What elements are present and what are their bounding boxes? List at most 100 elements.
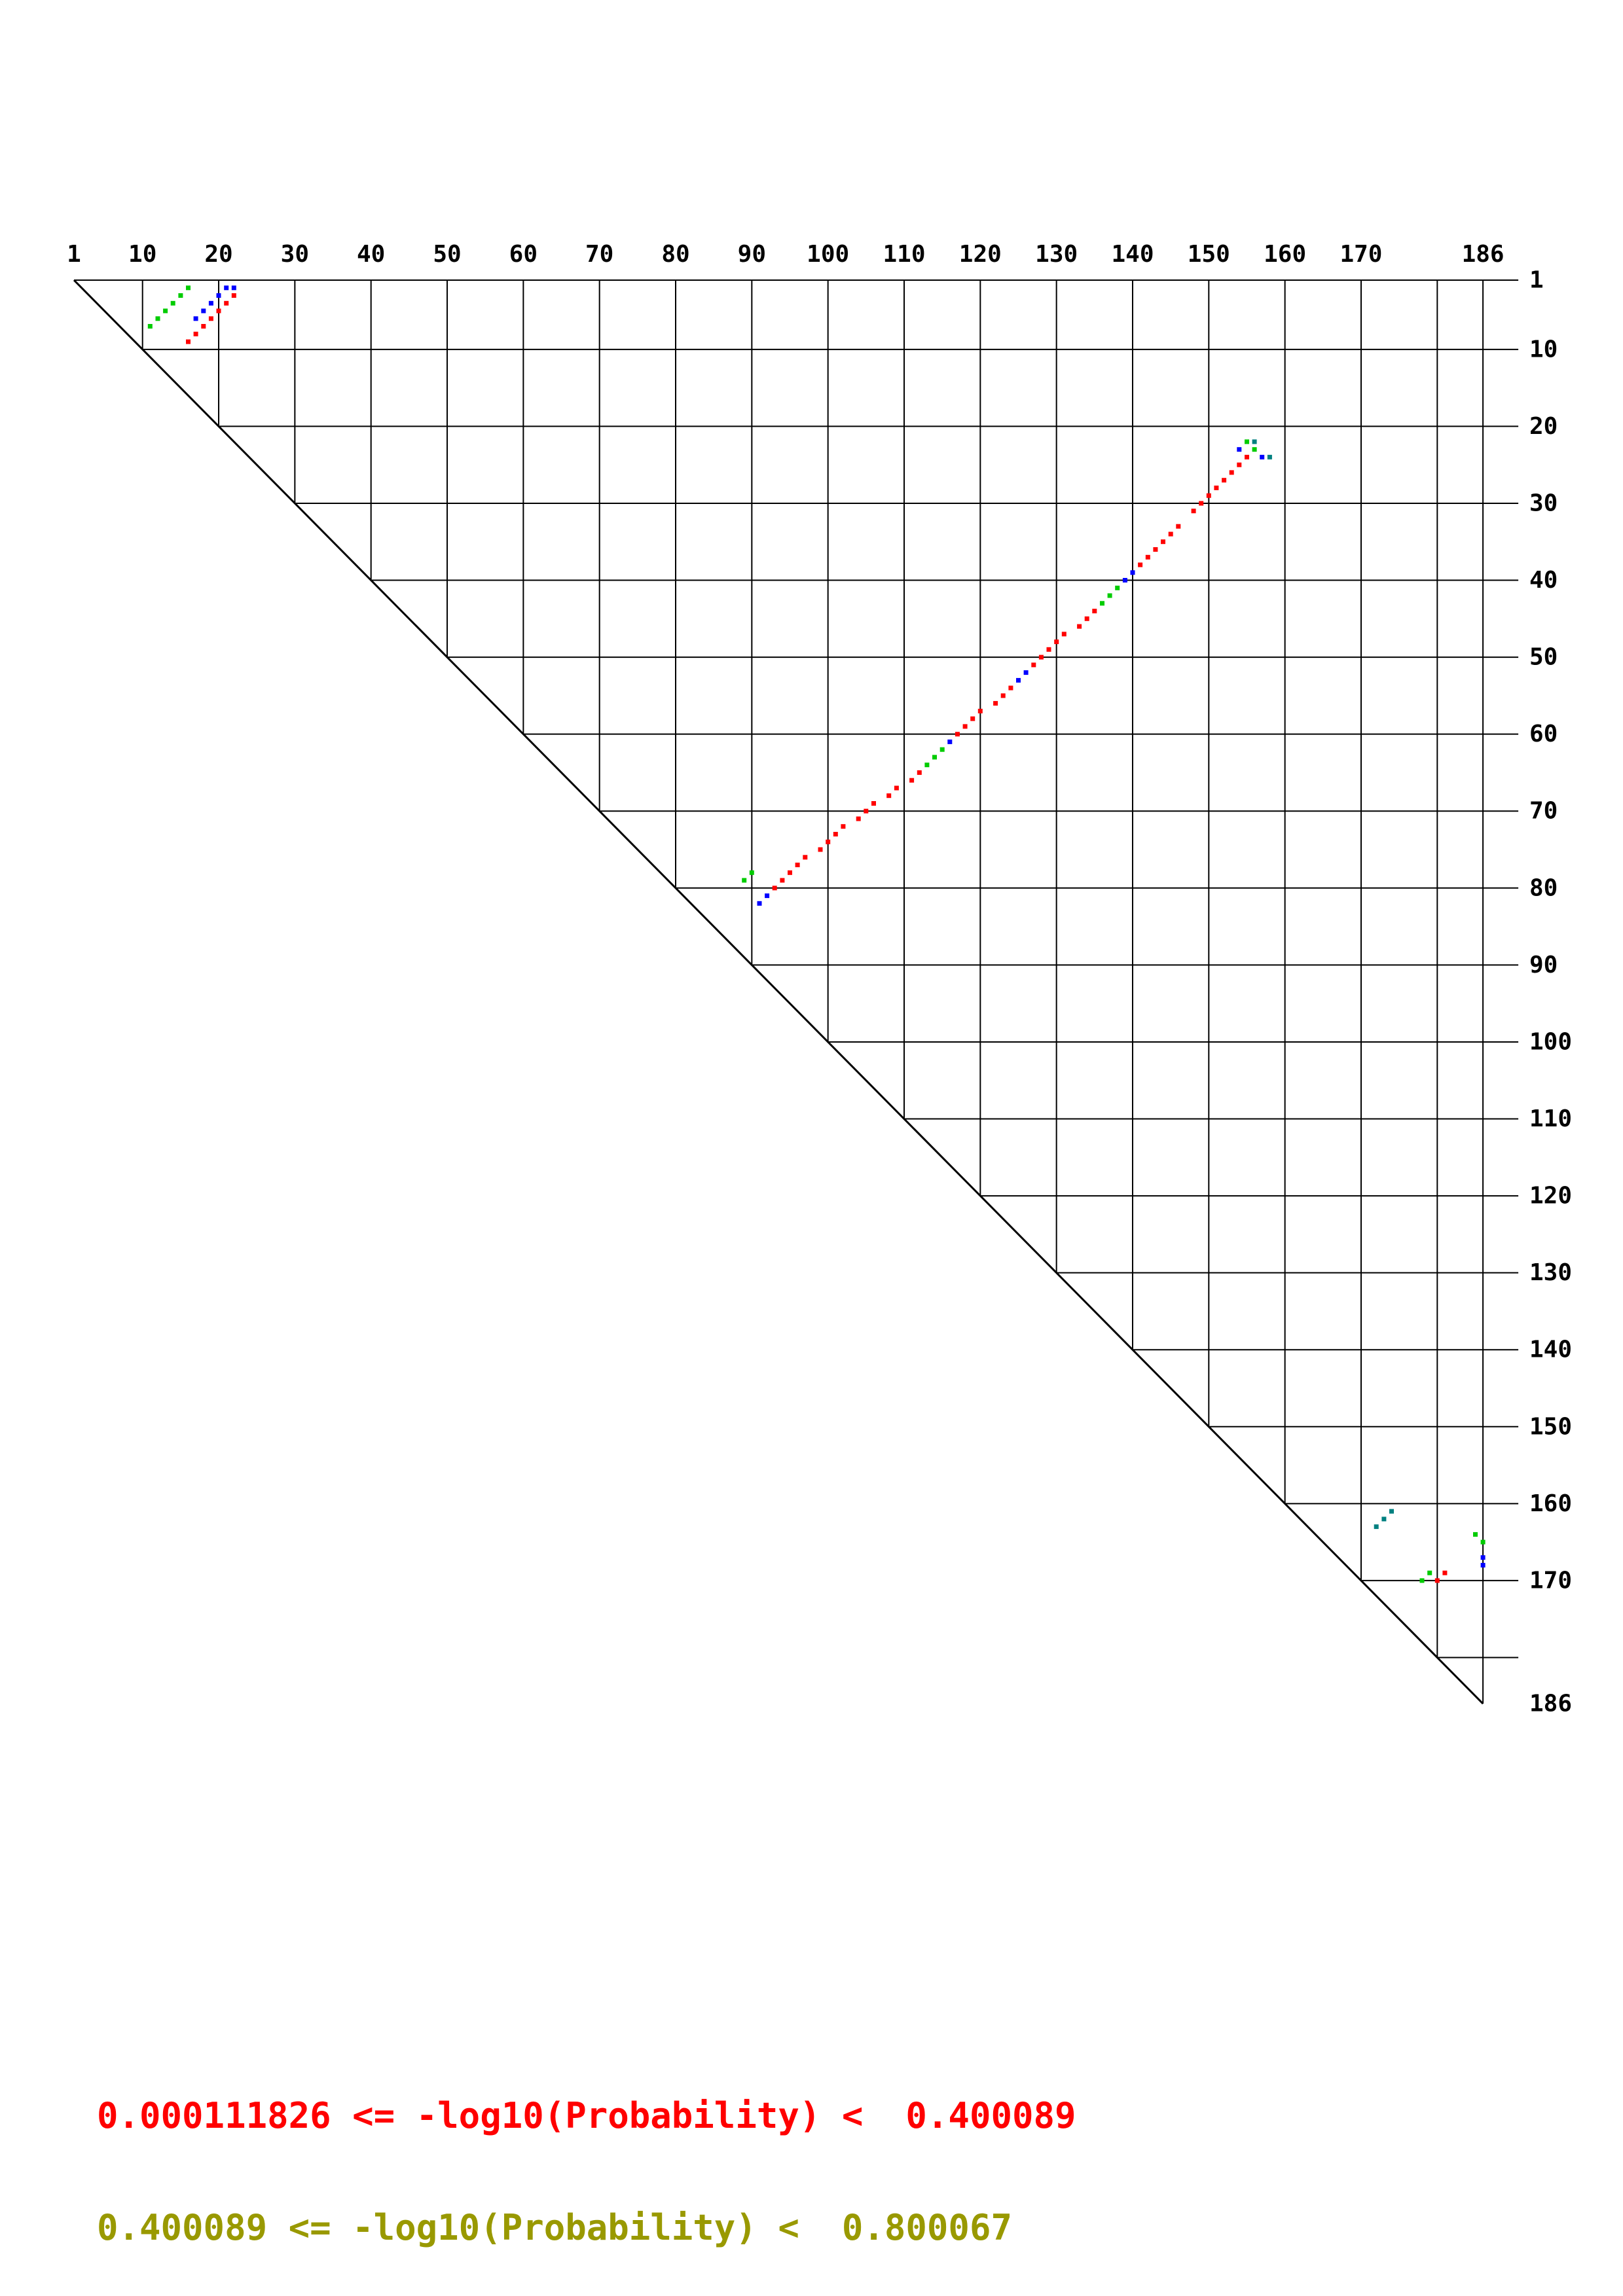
dot <box>186 285 191 291</box>
dot <box>231 293 236 298</box>
y-tick-label: 50 <box>1529 644 1558 671</box>
dot <box>1252 447 1257 452</box>
dot <box>1237 447 1242 452</box>
dot <box>765 893 770 899</box>
dot <box>1138 562 1143 567</box>
dot <box>1145 554 1150 560</box>
dot <box>833 832 838 836</box>
dot <box>757 901 762 906</box>
dot <box>1419 1578 1425 1583</box>
dot <box>1000 693 1006 698</box>
dot <box>1161 539 1165 545</box>
dot <box>1122 578 1127 583</box>
dot <box>163 308 168 314</box>
dot <box>1480 1539 1486 1545</box>
dot <box>1054 639 1059 645</box>
legend-line-yellow: 0.400089 <= -log10(Probability) < 0.8000… <box>97 2207 1012 2248</box>
y-tick-label: 80 <box>1529 874 1558 901</box>
probability-legend: 0.000111826 <= -log10(Probability) < 0.4… <box>97 2022 1076 2296</box>
dot <box>864 808 869 814</box>
dot <box>1206 493 1211 498</box>
dot <box>155 316 160 321</box>
dot <box>1016 677 1021 683</box>
y-tick-label: 1 <box>1529 267 1544 294</box>
dot <box>924 762 930 768</box>
dot <box>955 732 960 737</box>
dot <box>909 778 915 783</box>
dot <box>1168 531 1173 537</box>
x-tick-label: 1 <box>67 241 81 268</box>
y-tick-label: 100 <box>1529 1028 1572 1055</box>
dot <box>1434 1578 1440 1583</box>
dot <box>795 863 800 867</box>
dot <box>1237 462 1242 467</box>
x-tick-label: 120 <box>959 241 1002 268</box>
legend-line-red: 0.000111826 <= -log10(Probability) < 0.4… <box>97 2095 1076 2136</box>
dot <box>1115 585 1120 590</box>
y-tick-label: 20 <box>1529 413 1558 440</box>
dot <box>1191 509 1196 514</box>
dot <box>1077 624 1082 629</box>
dot <box>224 300 229 306</box>
dot <box>962 724 968 729</box>
dot <box>1176 524 1181 529</box>
dot <box>826 839 831 844</box>
x-tick-label: 80 <box>661 241 689 268</box>
dot <box>1442 1570 1448 1575</box>
x-tick-label: 140 <box>1111 241 1154 268</box>
dot <box>186 339 191 344</box>
dot <box>1267 454 1272 459</box>
dot <box>224 285 229 291</box>
dot <box>742 878 747 883</box>
dot <box>947 739 953 744</box>
x-tick-label: 100 <box>807 241 849 268</box>
x-tick-label: 10 <box>128 241 156 268</box>
dot <box>208 300 213 306</box>
dot <box>993 701 998 706</box>
dot <box>1092 609 1097 614</box>
dot <box>894 785 899 791</box>
x-tick-label: 170 <box>1340 241 1382 268</box>
dot <box>216 293 221 298</box>
y-tick-label: 10 <box>1529 336 1558 363</box>
dot <box>1061 632 1067 637</box>
dot <box>178 293 183 298</box>
x-axis-labels: 1 10 20 30 40 50 60 70 80 90 100 110 120 130 140 150 160… <box>67 241 1504 268</box>
dot <box>939 747 945 752</box>
probability-dots <box>147 285 1486 1583</box>
dot <box>1252 439 1257 444</box>
dot <box>1153 547 1158 552</box>
x-tick-label: 40 <box>357 241 385 268</box>
probability-dot-plot: 1 10 20 30 40 50 60 70 80 90 100 110 120 130 140 150 160… <box>67 241 1572 1717</box>
y-tick-label: 160 <box>1529 1490 1572 1517</box>
dot <box>193 331 198 336</box>
dot <box>1260 454 1265 459</box>
dot <box>201 324 206 329</box>
dot <box>1480 1562 1486 1568</box>
x-tick-label: 50 <box>433 241 461 268</box>
dot <box>1245 454 1249 459</box>
dot <box>216 308 221 314</box>
dot <box>193 316 198 321</box>
dot <box>886 793 892 798</box>
x-tick-label: 130 <box>1035 241 1078 268</box>
x-tick-label: 110 <box>883 241 925 268</box>
dot <box>1046 647 1051 652</box>
dot <box>1480 1555 1486 1560</box>
dot <box>208 316 213 321</box>
dot <box>977 708 983 713</box>
dot <box>788 870 792 875</box>
x-tick-label: 30 <box>281 241 309 268</box>
dot <box>1031 662 1036 668</box>
dot <box>1199 501 1204 506</box>
dot <box>1374 1524 1379 1530</box>
dot <box>1389 1509 1394 1514</box>
y-tick-label: 110 <box>1529 1105 1572 1132</box>
dot <box>1107 593 1112 598</box>
dot <box>1229 470 1234 475</box>
dot <box>749 870 754 875</box>
y-tick-label: 60 <box>1529 721 1558 747</box>
dot <box>780 878 785 883</box>
dot <box>1023 670 1029 675</box>
